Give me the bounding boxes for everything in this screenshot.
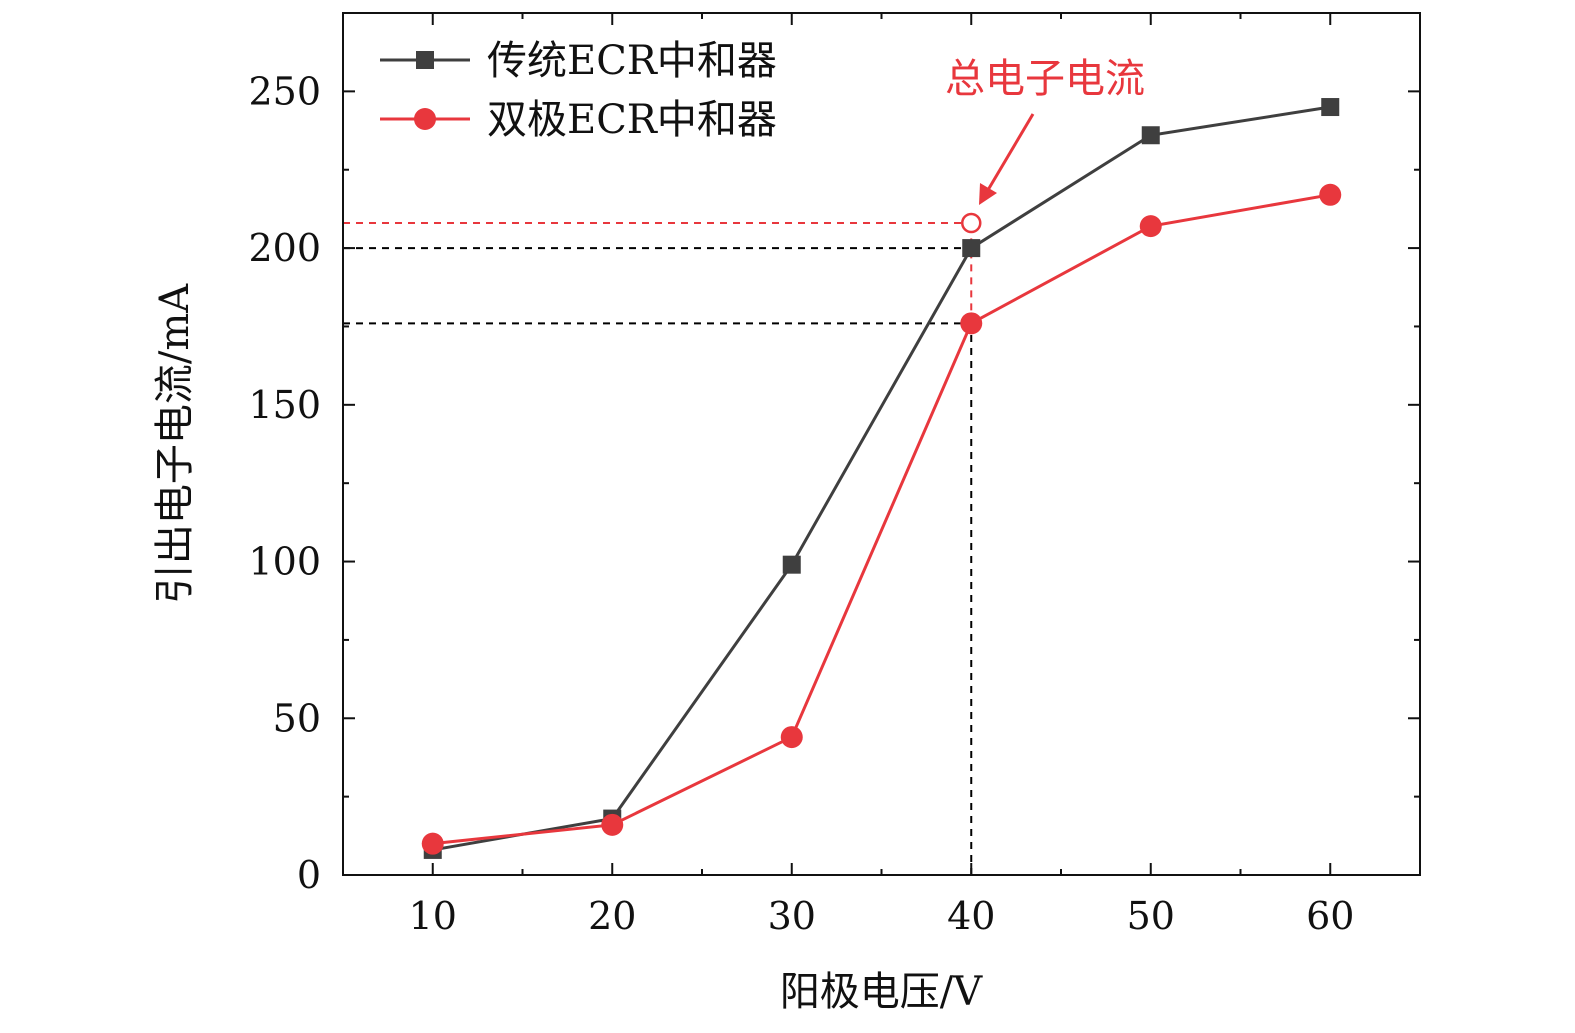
legend-label-series-1: 传统ECR中和器 xyxy=(487,38,777,84)
x-tick-label: 10 xyxy=(409,894,457,938)
series-line-2 xyxy=(432,193,1331,846)
x-tick-label: 20 xyxy=(588,894,636,938)
legend-marker-series-1 xyxy=(416,51,434,69)
y-tick-label: 200 xyxy=(248,226,321,270)
data-point-series-2 xyxy=(1139,215,1162,238)
x-tick-label: 40 xyxy=(947,894,995,938)
data-point-series-2 xyxy=(780,726,803,749)
series-layer xyxy=(421,98,1342,859)
tick-labels: 10 20 30 40 50 60 0 50 100 150 200 250 xyxy=(248,69,1354,938)
data-point-series-1 xyxy=(1141,126,1160,145)
legend: 传统ECR中和器 双极ECR中和器 xyxy=(380,38,777,143)
y-tick-label: 50 xyxy=(273,696,321,740)
annotation-marker xyxy=(961,212,982,234)
x-tick-label: 30 xyxy=(768,894,816,938)
x-axis-label: 阳极电压/V xyxy=(780,969,983,1015)
data-point-series-2 xyxy=(601,813,624,836)
data-point-series-1 xyxy=(782,555,801,574)
legend-label-series-2: 双极ECR中和器 xyxy=(487,97,777,143)
annotation-label: 总电子电流 xyxy=(945,56,1145,102)
x-tick-label: 50 xyxy=(1127,894,1175,938)
data-point-series-1 xyxy=(962,239,981,258)
y-tick-label: 100 xyxy=(248,540,321,584)
data-point-series-1 xyxy=(1321,98,1340,117)
ticks-layer xyxy=(343,13,1420,876)
y-axis-label: 引出电子电流/mA xyxy=(152,283,198,604)
x-tick-label: 60 xyxy=(1306,894,1354,938)
annotation-arrow xyxy=(979,113,1035,205)
y-tick-label: 250 xyxy=(248,69,321,113)
annotation-layer xyxy=(961,212,982,234)
y-tick-label: 0 xyxy=(297,853,321,897)
data-point-series-2 xyxy=(960,312,983,335)
legend-marker-series-2 xyxy=(414,108,436,130)
y-tick-label: 150 xyxy=(248,383,321,427)
series-line-1 xyxy=(432,105,1331,852)
data-point-series-2 xyxy=(1319,183,1342,206)
data-point-series-2 xyxy=(421,832,444,855)
